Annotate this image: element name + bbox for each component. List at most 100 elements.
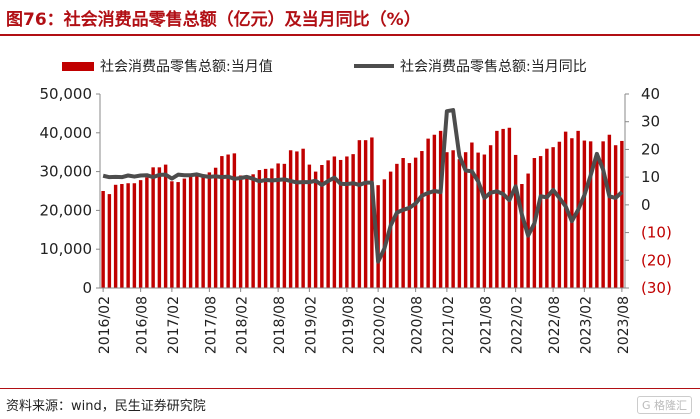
legend-item-line: 社会消费品零售总额:当月同比 (354, 56, 587, 76)
legend-label-bar: 社会消费品零售总额:当月值 (100, 59, 273, 75)
bar-2021/10 (495, 130, 499, 288)
bar-2016/04 (113, 184, 118, 288)
bar-2023/05 (601, 141, 605, 288)
x-tick-label: 2023/08 (616, 296, 632, 354)
bar-2021/11 (501, 128, 505, 288)
y-left-tick-label: 30,000 (40, 163, 93, 181)
bar-2021/05 (463, 152, 468, 288)
x-tick-label: 2016/02 (97, 296, 113, 354)
y-right-tick-label: 30 (641, 113, 660, 131)
bar-2018/05 (257, 170, 262, 288)
y-right-tick-label: (30) (641, 279, 672, 297)
bar-2016/05 (120, 184, 124, 288)
y-right-tick-label: 0 (641, 196, 651, 214)
x-tick-label: 2018/08 (272, 296, 288, 354)
x-tick-label: 2021/08 (478, 296, 494, 354)
y-left-tick-label: 0 (82, 279, 92, 297)
bar-2023/07 (613, 145, 618, 288)
bar-2020/12 (438, 130, 443, 288)
bar-2018/08 (276, 163, 280, 288)
bar-2022/02 (513, 154, 518, 288)
y-right-tick-label: 40 (641, 85, 660, 103)
bar-2023/03 (588, 141, 593, 288)
bar-2022/06 (538, 156, 543, 288)
bar-2017/11 (226, 154, 230, 288)
y-left-tick-label: 10,000 (40, 240, 93, 258)
legend-swatch-line (354, 64, 394, 68)
bar-2016/08 (138, 180, 143, 288)
bar-2019/12 (370, 137, 374, 288)
title-bar: 图76：社会消费品零售总额（亿元）及当月同比（%） (0, 0, 700, 36)
bar-2016/07 (132, 183, 137, 288)
bar-2021/02 (445, 152, 449, 288)
bar-2016/12 (163, 164, 168, 288)
bar-2017/08 (207, 172, 212, 288)
source-note: 资料来源：wind，民生证券研究院 (6, 399, 206, 414)
bar-2016/11 (157, 167, 162, 288)
bar-2023/04 (595, 152, 599, 288)
x-tick-label: 2018/02 (235, 296, 251, 354)
yoy-growth-line (102, 108, 624, 264)
bar-2017/07 (201, 175, 205, 288)
bar-2016/10 (151, 167, 155, 288)
bar-2023/06 (607, 134, 612, 288)
legend-label-line: 社会消费品零售总额:当月同比 (400, 59, 587, 75)
bar-2019/07 (338, 159, 343, 288)
y-right-tick-label: 10 (641, 168, 660, 186)
chart-plot: 0 10,000 20,000 30,000 40,000 50,000 (30) (20) (… (40, 85, 672, 354)
bar-2020/03 (382, 179, 387, 288)
bar-2023/08 (620, 140, 624, 288)
bar-2019/04 (320, 165, 324, 288)
bar-2019/10 (357, 140, 362, 288)
bar-2016/03 (107, 194, 112, 288)
bar-2018/04 (251, 174, 255, 288)
bar-2022/11 (570, 138, 574, 288)
bar-2022/03 (520, 184, 524, 288)
bar-2021/03 (451, 150, 455, 288)
bar-2021/06 (470, 142, 474, 288)
bar-2020/08 (413, 157, 418, 288)
bar-2021/09 (488, 145, 493, 288)
bar-2020/07 (407, 163, 412, 288)
bar-2017/02 (170, 181, 174, 288)
chart-title: 图76：社会消费品零售总额（亿元）及当月同比（%） (6, 10, 421, 30)
footer-divider (0, 388, 700, 389)
bar-2017/04 (182, 178, 187, 288)
bar-2020/10 (426, 138, 430, 288)
bar-2017/03 (176, 182, 180, 288)
y-right-tick-label: (20) (641, 251, 672, 269)
bar-2022/07 (545, 148, 549, 288)
x-tick-label: 2023/02 (578, 296, 594, 354)
bar-2017/06 (195, 175, 199, 288)
bar-2018/09 (282, 163, 287, 288)
x-tick-label: 2022/08 (547, 296, 563, 354)
bar-2021/12 (507, 127, 512, 288)
bar-2016/06 (126, 183, 130, 288)
bar-2018/12 (301, 148, 305, 288)
bar-2019/06 (332, 156, 337, 288)
bar-2019/02 (307, 164, 312, 288)
bar-2018/02 (238, 175, 243, 288)
bar-2020/11 (432, 134, 437, 288)
bar-2016/02 (101, 191, 105, 288)
bar-2017/12 (232, 153, 237, 288)
bar-2018/06 (263, 168, 268, 288)
bar-2018/07 (270, 168, 274, 288)
bar-2017/10 (220, 156, 224, 288)
bar-2022/09 (557, 141, 562, 288)
bar-2018/11 (295, 151, 299, 288)
x-tick-label: 2016/08 (135, 296, 151, 354)
y-left-tick-label: 20,000 (40, 201, 93, 219)
x-tick-label: 2021/02 (441, 296, 457, 354)
y-left-tick-label: 50,000 (40, 85, 93, 103)
bar-2020/06 (401, 158, 405, 288)
bar-2022/08 (551, 147, 555, 288)
x-tick-label: 2017/08 (203, 296, 219, 354)
bar-2021/08 (482, 154, 487, 288)
x-tick-label: 2022/02 (510, 296, 526, 354)
legend-item-bar: 社会消费品零售总额:当月值 (62, 56, 273, 76)
x-tick-label: 2020/02 (372, 296, 388, 354)
legend-swatch-bar (62, 61, 94, 71)
x-tick-label: 2019/08 (341, 296, 357, 354)
bar-2019/11 (363, 140, 368, 288)
